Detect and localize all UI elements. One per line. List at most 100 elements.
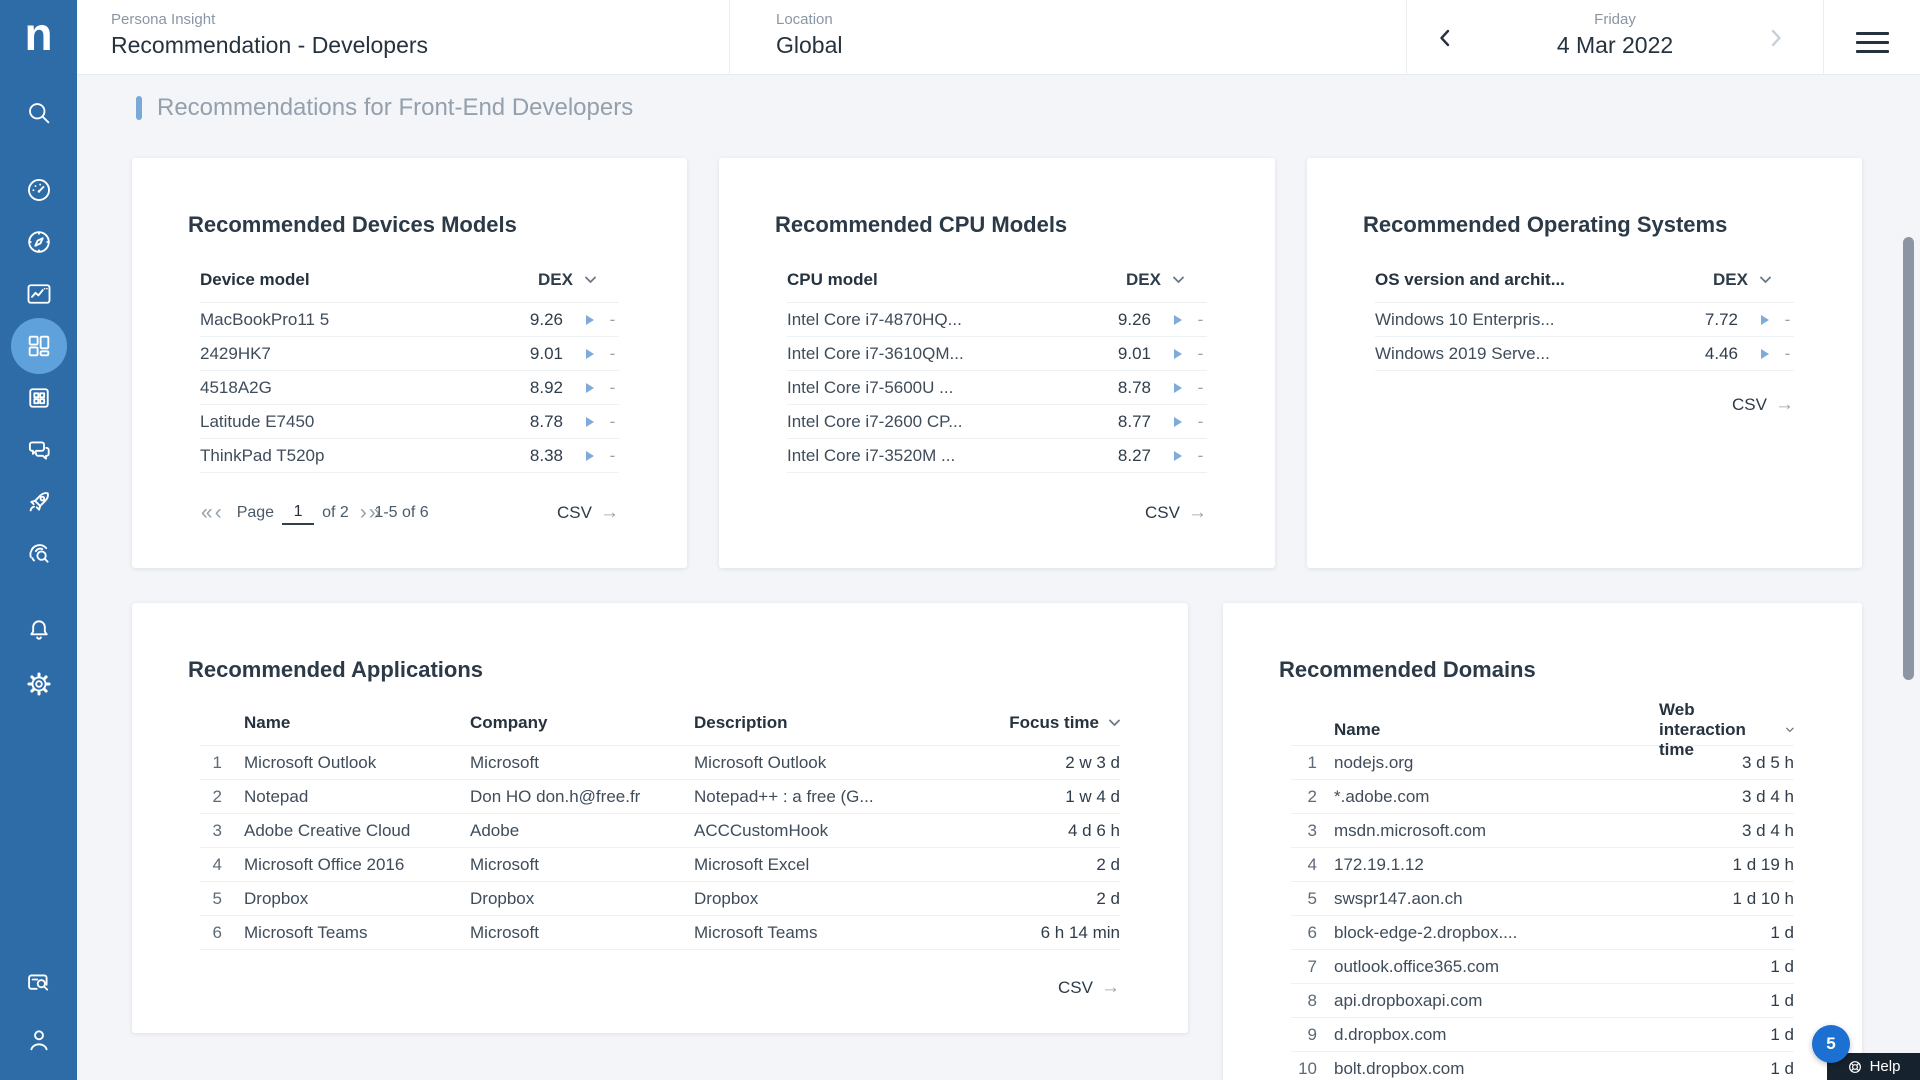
- arrow-right-icon: →: [1188, 502, 1207, 523]
- row-trend-dash: -: [1197, 309, 1204, 329]
- date-value: 4 Mar 2022: [1556, 32, 1674, 58]
- row-number: 2: [1307, 786, 1317, 806]
- row-dex-score: 8.27: [1117, 445, 1151, 465]
- row-trend-dash: -: [609, 377, 616, 397]
- help-notification-badge[interactable]: 5: [1812, 1025, 1850, 1063]
- table-row: 10 bolt.dropbox.com 1 d: [1291, 1052, 1794, 1080]
- help-label: Help: [1869, 1058, 1901, 1075]
- table-row: Windows 2019 Serve... 4.46 -: [1375, 337, 1794, 371]
- sidebar-item-profile[interactable]: [0, 1026, 77, 1054]
- row-number: 3: [1307, 820, 1317, 840]
- date-day-label: Friday: [1594, 11, 1636, 28]
- sidebar-item-layouts-active[interactable]: [0, 332, 77, 360]
- date-navigator: Friday 4 Mar 2022: [1406, 0, 1823, 74]
- column-web-interaction-time[interactable]: Web interaction time: [1659, 700, 1794, 760]
- csv-export-link[interactable]: CSV →: [1732, 394, 1794, 415]
- sort-chevron-down-icon[interactable]: [1760, 276, 1771, 284]
- row-company: Microsoft: [470, 854, 539, 874]
- column-description: Description: [694, 712, 788, 732]
- location-selector[interactable]: Location Global: [729, 0, 1406, 74]
- page-title: Recommendation - Developers: [111, 32, 429, 58]
- sort-chevron-down-icon[interactable]: [1173, 276, 1184, 284]
- sidebar-item-alerts[interactable]: [0, 616, 77, 644]
- table-row: Intel Core i7-3610QM... 9.01 -: [787, 337, 1207, 371]
- row-name: Latitude E7450: [200, 411, 315, 431]
- row-name: 4518A2G: [200, 377, 272, 397]
- row-app-name: Microsoft Outlook: [244, 752, 377, 772]
- previous-page-icon[interactable]: ‹: [214, 501, 222, 524]
- drilldown-play-icon[interactable]: [585, 450, 596, 462]
- sidebar-item-launch[interactable]: [0, 488, 77, 516]
- row-focus-time: 1 w 4 d: [1065, 786, 1120, 806]
- sidebar-item-investigate[interactable]: [0, 540, 77, 568]
- table-row: Intel Core i7-5600U ... 8.78 -: [787, 371, 1207, 405]
- drilldown-play-icon[interactable]: [585, 416, 596, 428]
- row-trend-dash: -: [1197, 445, 1204, 465]
- row-dex-score: 8.38: [529, 445, 563, 465]
- menu-section: [1823, 0, 1920, 74]
- sidebar-item-dashboards[interactable]: [0, 176, 77, 204]
- sidebar-item-explore[interactable]: [0, 228, 77, 256]
- sidebar-item-engage[interactable]: [0, 436, 77, 464]
- table-row: 6 Microsoft Teams Microsoft Microsoft Te…: [200, 916, 1120, 950]
- drilldown-play-icon[interactable]: [1173, 450, 1184, 462]
- table-row: 9 d.dropbox.com 1 d: [1291, 1018, 1794, 1052]
- nexthink-logo[interactable]: n: [24, 8, 53, 60]
- sidebar-item-settings[interactable]: [0, 670, 77, 698]
- card-recommended-devices: Recommended Devices Models Device model …: [132, 158, 687, 568]
- column-dex[interactable]: DEX: [1713, 270, 1748, 289]
- drilldown-play-icon[interactable]: [1760, 314, 1771, 326]
- last-page-icon[interactable]: »: [368, 501, 381, 524]
- row-company: Microsoft: [470, 752, 539, 772]
- sidebar-item-search[interactable]: [0, 99, 77, 127]
- hamburger-menu-button[interactable]: [1855, 26, 1889, 59]
- vertical-scrollbar-thumb[interactable]: [1903, 237, 1914, 680]
- row-dex-score: 7.72: [1704, 309, 1738, 329]
- row-number: 5: [1307, 888, 1317, 908]
- row-web-interaction-time: 1 d: [1770, 990, 1794, 1010]
- table-row: 5 Dropbox Dropbox Dropbox 2 d: [200, 882, 1120, 916]
- drilldown-play-icon[interactable]: [585, 314, 596, 326]
- row-number: 10: [1298, 1058, 1317, 1078]
- first-page-icon[interactable]: «: [201, 501, 213, 524]
- table-row: Intel Core i7-3520M ... 8.27 -: [787, 439, 1207, 473]
- csv-export-link[interactable]: CSV →: [1145, 502, 1207, 523]
- top-header: Persona Insight Recommendation - Develop…: [77, 0, 1920, 75]
- row-number: 7: [1307, 956, 1317, 976]
- column-dex[interactable]: DEX: [538, 270, 573, 289]
- csv-export-link[interactable]: CSV →: [1058, 977, 1120, 998]
- devices-table-header: Device model DEX: [200, 258, 619, 303]
- row-trend-dash: -: [609, 309, 616, 329]
- table-row: 7 outlook.office365.com 1 d: [1291, 950, 1794, 984]
- next-page-icon[interactable]: ›: [359, 501, 367, 524]
- row-name: Intel Core i7-5600U ...: [787, 377, 954, 397]
- sort-chevron-down-icon[interactable]: [585, 276, 596, 284]
- table-row: 8 api.dropboxapi.com 1 d: [1291, 984, 1794, 1018]
- devices-pagination: « ‹ Page of 2 › » 1-5 of 6 CSV→: [200, 498, 619, 528]
- previous-day-button[interactable]: [1433, 24, 1455, 52]
- sidebar-item-metrics[interactable]: [0, 280, 77, 308]
- row-dex-score: 9.26: [529, 309, 563, 329]
- layout-grid-icon: [28, 335, 49, 357]
- next-day-button[interactable]: [1765, 24, 1787, 52]
- drilldown-play-icon[interactable]: [1173, 382, 1184, 394]
- csv-export-link[interactable]: CSV →: [557, 502, 619, 523]
- column-dex[interactable]: DEX: [1126, 270, 1161, 289]
- column-focus-time[interactable]: Focus time: [980, 713, 1120, 733]
- drilldown-play-icon[interactable]: [1173, 416, 1184, 428]
- sidebar-item-remote-actions[interactable]: [0, 969, 77, 997]
- devices-table: Device model DEX MacBookPro11 5 9.26 - 2…: [200, 258, 619, 473]
- rocket-icon: [29, 492, 49, 512]
- drilldown-play-icon[interactable]: [1173, 348, 1184, 360]
- drilldown-play-icon[interactable]: [585, 348, 596, 360]
- screen-search-icon: [27, 974, 48, 991]
- page-number-input[interactable]: [282, 501, 315, 525]
- drilldown-play-icon[interactable]: [585, 382, 596, 394]
- drilldown-play-icon[interactable]: [1760, 348, 1771, 360]
- drilldown-play-icon[interactable]: [1173, 314, 1184, 326]
- cpu-footer: CSV →: [787, 498, 1207, 528]
- arrow-right-icon: →: [600, 502, 619, 523]
- row-dex-score: 9.26: [1117, 309, 1151, 329]
- sidebar-item-applications[interactable]: [0, 384, 77, 412]
- row-description: Dropbox: [694, 888, 759, 908]
